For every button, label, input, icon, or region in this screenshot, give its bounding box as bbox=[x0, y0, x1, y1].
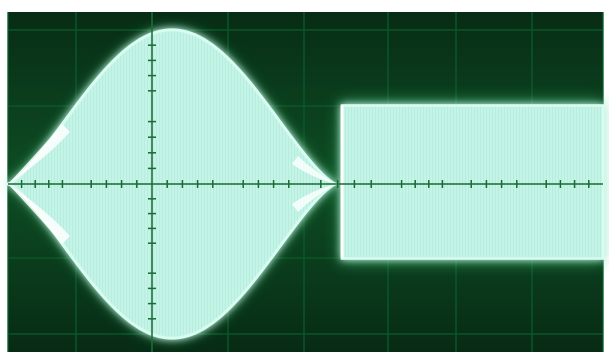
carrier-body bbox=[340, 104, 605, 260]
envelope-highlight bbox=[292, 156, 336, 184]
screen-border-right bbox=[603, 0, 609, 358]
screen-border-left bbox=[0, 0, 8, 358]
screen-border-bottom bbox=[0, 352, 609, 358]
graticule-ticks bbox=[8, 12, 603, 352]
screen-border-top bbox=[0, 0, 609, 12]
envelope-highlight bbox=[292, 184, 336, 212]
envelope-highlight bbox=[8, 184, 70, 244]
envelope-highlight bbox=[8, 124, 70, 184]
